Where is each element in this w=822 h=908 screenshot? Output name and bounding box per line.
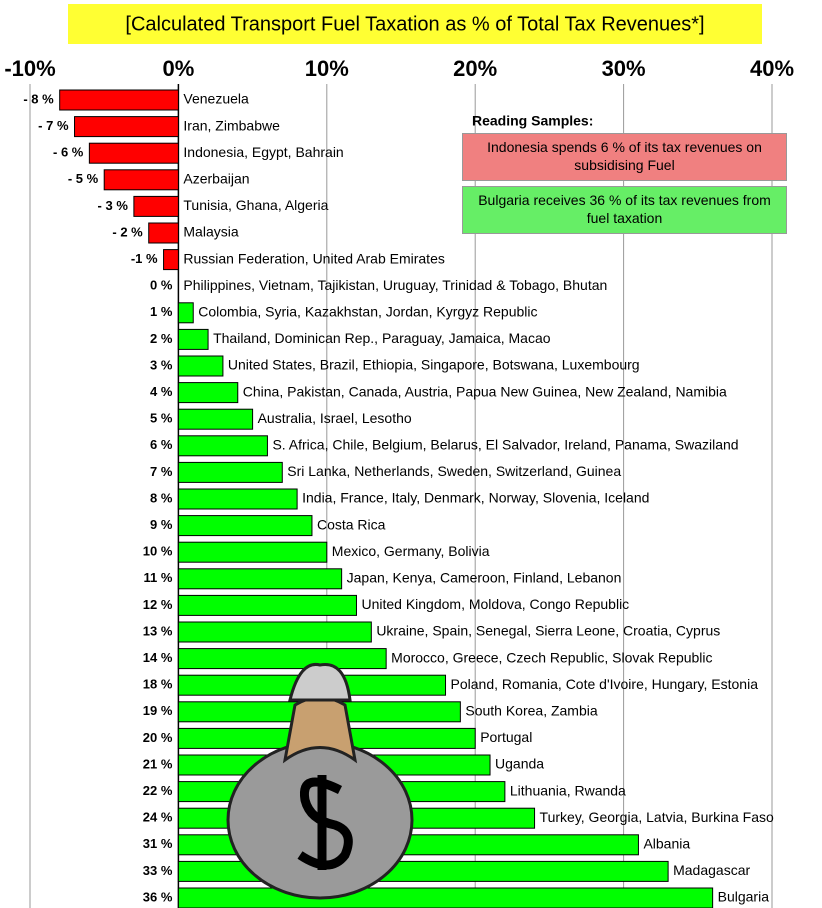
category-label: Turkey, Georgia, Latvia, Burkina Faso [540, 809, 774, 825]
bar [149, 223, 179, 243]
category-label: Costa Rica [317, 516, 386, 532]
bar [178, 516, 312, 536]
category-label: South Korea, Zambia [465, 703, 598, 719]
value-label: 11 % [143, 570, 172, 585]
page: [Calculated Transport Fuel Taxation as %… [0, 0, 822, 908]
bar [178, 622, 371, 642]
category-label: Mexico, Germany, Bolivia [332, 543, 490, 559]
bar [134, 196, 179, 216]
category-label: Venezuela [183, 91, 249, 107]
bar [178, 436, 267, 456]
bar [178, 542, 326, 562]
value-label: 8 % [150, 490, 173, 505]
bar [178, 329, 208, 349]
category-label: Japan, Kenya, Cameroon, Finland, Lebanon [347, 570, 622, 586]
value-label: 31 % [143, 836, 173, 851]
x-tick-label: 20% [453, 56, 497, 81]
category-label: Colombia, Syria, Kazakhstan, Jordan, Kyr… [198, 304, 537, 320]
positive-sample: Bulgaria receives 36 % of its tax revenu… [462, 186, 787, 234]
value-label: 1 % [150, 304, 173, 319]
annotation-heading: Reading Samples: [472, 113, 593, 129]
value-label: 10 % [143, 544, 173, 559]
value-label: - 5 % [68, 171, 99, 186]
value-label: 9 % [150, 517, 173, 532]
category-label: Azerbaijan [183, 171, 249, 187]
x-tick-label: 10% [305, 56, 349, 81]
value-label: 13 % [143, 623, 173, 638]
category-label: Sri Lanka, Netherlands, Sweden, Switzerl… [287, 463, 621, 479]
value-label: - 6 % [53, 145, 84, 160]
value-label: 18 % [143, 677, 173, 692]
value-label: 36 % [143, 889, 173, 904]
category-label: China, Pakistan, Canada, Austria, Papua … [243, 383, 727, 399]
category-label: Poland, Romania, Cote d'Ivoire, Hungary,… [451, 676, 759, 692]
x-tick-label: 30% [602, 56, 646, 81]
bar [89, 143, 178, 163]
value-label: - 2 % [112, 224, 143, 239]
bar [178, 569, 341, 589]
bar [178, 409, 252, 429]
bar [178, 649, 386, 669]
value-label: 20 % [143, 730, 173, 745]
value-label: 33 % [143, 863, 173, 878]
negative-sample: Indonesia spends 6 % of its tax revenues… [462, 133, 787, 181]
category-label: Thailand, Dominican Rep., Paraguay, Jama… [213, 330, 551, 346]
bar [178, 888, 712, 908]
category-label: Albania [643, 836, 690, 852]
bar [178, 462, 282, 482]
bar [164, 250, 179, 270]
x-tick-label: 40% [750, 56, 794, 81]
bar [178, 595, 356, 615]
category-label: Indonesia, Egypt, Bahrain [183, 144, 343, 160]
value-label: 21 % [143, 756, 173, 771]
category-label: Ukraine, Spain, Senegal, Sierra Leone, C… [376, 623, 720, 639]
category-label: Lithuania, Rwanda [510, 782, 626, 798]
value-label: 5 % [150, 411, 173, 426]
bar [75, 117, 179, 137]
category-label: Philippines, Vietnam, Tajikistan, Urugua… [183, 277, 607, 293]
value-label: 6 % [150, 437, 173, 452]
value-label: - 3 % [98, 198, 129, 213]
category-label: Australia, Israel, Lesotho [258, 410, 412, 426]
value-label: 2 % [150, 331, 173, 346]
value-label: 19 % [143, 703, 173, 718]
category-label: Malaysia [183, 224, 238, 240]
category-label: United States, Brazil, Ethiopia, Singapo… [228, 357, 640, 373]
bar [178, 383, 237, 403]
bar [60, 90, 179, 110]
value-label: -1 % [131, 251, 158, 266]
value-label: 7 % [150, 464, 173, 479]
category-label: Portugal [480, 729, 532, 745]
money-bag [228, 664, 412, 898]
category-label: India, France, Italy, Denmark, Norway, S… [302, 490, 649, 506]
value-label: 3 % [150, 357, 173, 372]
value-label: - 8 % [23, 91, 54, 106]
category-label: Bulgaria [718, 889, 770, 905]
value-label: 14 % [143, 650, 173, 665]
bar [178, 303, 193, 323]
category-label: Tunisia, Ghana, Algeria [183, 197, 328, 213]
value-label: 0 % [150, 278, 173, 293]
category-label: Uganda [495, 756, 544, 772]
value-label: 12 % [143, 597, 173, 612]
value-label: - 7 % [38, 118, 69, 133]
category-label: United Kingdom, Moldova, Congo Republic [361, 596, 629, 612]
chart-title: [Calculated Transport Fuel Taxation as %… [125, 13, 704, 35]
value-label: 4 % [150, 384, 173, 399]
category-label: Morocco, Greece, Czech Republic, Slovak … [391, 649, 712, 665]
bar [178, 489, 297, 509]
x-tick-label: -10% [4, 56, 55, 81]
category-label: Madagascar [673, 862, 750, 878]
value-label: 22 % [143, 783, 173, 798]
bar [104, 170, 178, 190]
category-label: S. Africa, Chile, Belgium, Belarus, El S… [272, 437, 738, 453]
x-tick-label: 0% [163, 56, 195, 81]
value-label: 24 % [143, 810, 173, 825]
category-label: Russian Federation, United Arab Emirates [183, 250, 444, 266]
category-label: Iran, Zimbabwe [183, 117, 280, 133]
bar [178, 356, 223, 376]
